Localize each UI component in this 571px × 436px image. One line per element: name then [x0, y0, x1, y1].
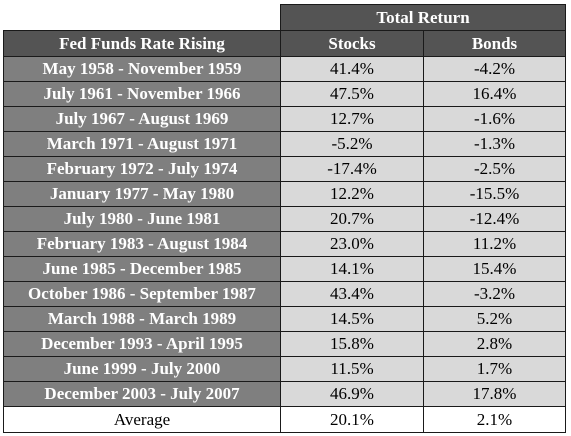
stocks-cell: 41.4%: [280, 56, 424, 82]
stocks-cell: 11.5%: [280, 356, 424, 382]
bonds-column-header: Bonds: [423, 30, 566, 57]
table-row: February 1972 - July 1974 -17.4% -2.5%: [3, 156, 566, 182]
stocks-cell: 15.8%: [280, 331, 424, 357]
stocks-cell: 23.0%: [280, 231, 424, 257]
table-row: December 2003 - July 2007 46.9% 17.8%: [3, 381, 566, 407]
table-row: July 1980 - June 1981 20.7% -12.4%: [3, 206, 566, 232]
period-cell: February 1972 - July 1974: [3, 156, 281, 182]
bonds-cell: 17.8%: [423, 381, 566, 407]
period-cell: July 1961 - November 1966: [3, 81, 281, 107]
period-cell: October 1986 - September 1987: [3, 281, 281, 307]
bonds-cell: -12.4%: [423, 206, 566, 232]
bonds-cell: 15.4%: [423, 256, 566, 282]
bonds-cell: 11.2%: [423, 231, 566, 257]
table-row: June 1999 - July 2000 11.5% 1.7%: [3, 356, 566, 382]
stocks-cell: 12.2%: [280, 181, 424, 207]
period-cell: July 1967 - August 1969: [3, 106, 281, 132]
period-cell: December 2003 - July 2007: [3, 381, 281, 407]
stocks-cell: 20.7%: [280, 206, 424, 232]
header-blank-cell: [3, 4, 281, 31]
table-row: December 1993 - April 1995 15.8% 2.8%: [3, 331, 566, 357]
bonds-cell: 2.8%: [423, 331, 566, 357]
table-row: June 1985 - December 1985 14.1% 15.4%: [3, 256, 566, 282]
bonds-cell: 5.2%: [423, 306, 566, 332]
bonds-cell: -3.2%: [423, 281, 566, 307]
table-row: February 1983 - August 1984 23.0% 11.2%: [3, 231, 566, 257]
bonds-cell: 16.4%: [423, 81, 566, 107]
stocks-cell: 47.5%: [280, 81, 424, 107]
table-row: March 1971 - August 1971 -5.2% -1.3%: [3, 131, 566, 157]
bonds-cell: -1.3%: [423, 131, 566, 157]
average-bonds: 2.1%: [423, 406, 566, 433]
table-row: October 1986 - September 1987 43.4% -3.2%: [3, 281, 566, 307]
total-return-header: Total Return: [280, 4, 566, 31]
period-column-header: Fed Funds Rate Rising: [3, 30, 281, 57]
column-header-row: Fed Funds Rate Rising Stocks Bonds: [3, 30, 566, 57]
table-row: July 1967 - August 1969 12.7% -1.6%: [3, 106, 566, 132]
bonds-cell: -1.6%: [423, 106, 566, 132]
stocks-cell: -5.2%: [280, 131, 424, 157]
table-row: March 1988 - March 1989 14.5% 5.2%: [3, 306, 566, 332]
period-cell: June 1999 - July 2000: [3, 356, 281, 382]
stocks-cell: 43.4%: [280, 281, 424, 307]
bonds-cell: -2.5%: [423, 156, 566, 182]
bonds-cell: -4.2%: [423, 56, 566, 82]
returns-table: Total Return Fed Funds Rate Rising Stock…: [3, 4, 566, 433]
period-cell: January 1977 - May 1980: [3, 181, 281, 207]
stocks-cell: 14.1%: [280, 256, 424, 282]
average-row: Average 20.1% 2.1%: [3, 406, 566, 433]
period-cell: March 1988 - March 1989: [3, 306, 281, 332]
stocks-column-header: Stocks: [280, 30, 424, 57]
table-row: May 1958 - November 1959 41.4% -4.2%: [3, 56, 566, 82]
period-cell: June 1985 - December 1985: [3, 256, 281, 282]
stocks-cell: 46.9%: [280, 381, 424, 407]
average-label: Average: [3, 406, 281, 433]
period-cell: February 1983 - August 1984: [3, 231, 281, 257]
period-cell: July 1980 - June 1981: [3, 206, 281, 232]
bonds-cell: 1.7%: [423, 356, 566, 382]
table-row: January 1977 - May 1980 12.2% -15.5%: [3, 181, 566, 207]
average-stocks: 20.1%: [280, 406, 424, 433]
period-cell: December 1993 - April 1995: [3, 331, 281, 357]
group-header-row: Total Return: [3, 4, 566, 31]
stocks-cell: 12.7%: [280, 106, 424, 132]
table-body: May 1958 - November 1959 41.4% -4.2% July 1…: [3, 56, 566, 407]
stocks-cell: -17.4%: [280, 156, 424, 182]
bonds-cell: -15.5%: [423, 181, 566, 207]
stocks-cell: 14.5%: [280, 306, 424, 332]
period-cell: May 1958 - November 1959: [3, 56, 281, 82]
table-row: July 1961 - November 1966 47.5% 16.4%: [3, 81, 566, 107]
period-cell: March 1971 - August 1971: [3, 131, 281, 157]
